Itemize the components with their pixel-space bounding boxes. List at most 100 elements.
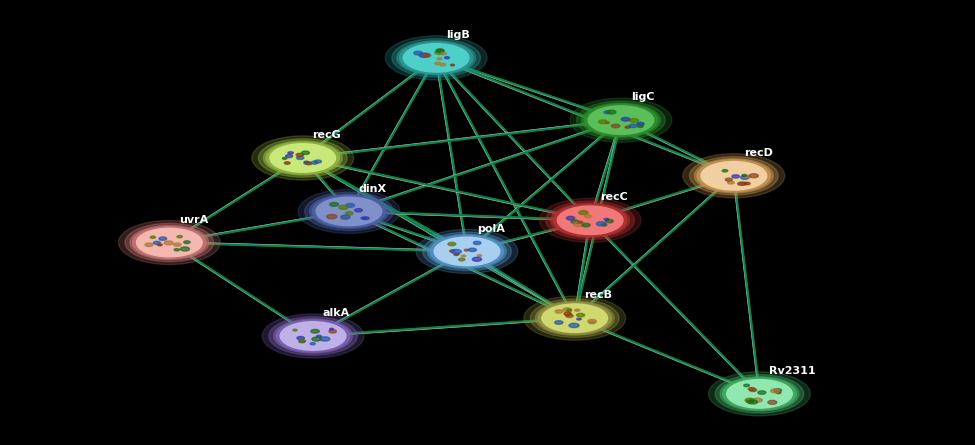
Circle shape [469, 248, 477, 251]
Circle shape [304, 161, 308, 163]
Circle shape [621, 117, 630, 121]
Circle shape [768, 400, 777, 404]
Circle shape [392, 39, 481, 77]
Circle shape [564, 312, 571, 316]
Circle shape [436, 49, 444, 52]
Circle shape [589, 321, 596, 324]
Circle shape [445, 57, 449, 59]
Circle shape [157, 244, 162, 246]
Circle shape [298, 340, 305, 343]
Circle shape [776, 392, 781, 394]
Circle shape [727, 181, 734, 184]
Circle shape [441, 53, 447, 55]
Circle shape [637, 122, 643, 125]
Circle shape [422, 232, 511, 271]
Circle shape [473, 241, 481, 245]
Text: recB: recB [585, 291, 612, 300]
Circle shape [585, 215, 592, 218]
Circle shape [363, 217, 370, 220]
Circle shape [464, 249, 469, 251]
Circle shape [385, 36, 488, 80]
Circle shape [180, 247, 189, 251]
Circle shape [538, 302, 611, 334]
Circle shape [581, 103, 660, 137]
Circle shape [312, 337, 321, 341]
Circle shape [554, 204, 627, 236]
Circle shape [330, 202, 338, 206]
Circle shape [570, 98, 672, 142]
Circle shape [340, 215, 350, 219]
Circle shape [164, 241, 174, 245]
Circle shape [301, 151, 309, 154]
Circle shape [136, 228, 202, 257]
Circle shape [397, 41, 476, 75]
Circle shape [682, 154, 785, 198]
Circle shape [355, 209, 363, 212]
Circle shape [746, 400, 754, 403]
Circle shape [304, 192, 393, 231]
Text: uvrA: uvrA [179, 215, 209, 225]
Circle shape [629, 124, 637, 128]
Circle shape [311, 329, 320, 333]
Circle shape [737, 182, 745, 185]
Circle shape [262, 314, 364, 358]
Circle shape [312, 195, 386, 227]
Circle shape [721, 377, 799, 411]
Circle shape [404, 44, 469, 72]
Circle shape [270, 144, 335, 172]
Circle shape [292, 329, 297, 331]
Circle shape [535, 301, 614, 335]
Text: recG: recG [313, 130, 341, 140]
Circle shape [125, 223, 214, 262]
Circle shape [315, 160, 322, 163]
Circle shape [183, 241, 190, 243]
Circle shape [269, 317, 358, 355]
Circle shape [741, 176, 749, 179]
Circle shape [299, 340, 305, 342]
Circle shape [461, 255, 466, 257]
Circle shape [330, 328, 333, 330]
Circle shape [584, 104, 658, 136]
Circle shape [413, 51, 422, 55]
Circle shape [637, 122, 644, 125]
Circle shape [577, 221, 583, 223]
Circle shape [130, 226, 209, 259]
Circle shape [602, 224, 606, 226]
Circle shape [726, 380, 793, 408]
Circle shape [732, 175, 739, 178]
Circle shape [310, 343, 315, 345]
Circle shape [448, 243, 455, 246]
Circle shape [709, 372, 810, 416]
Circle shape [285, 162, 291, 164]
Circle shape [604, 218, 608, 220]
Circle shape [451, 250, 461, 254]
Circle shape [455, 253, 459, 255]
Circle shape [722, 170, 727, 172]
Circle shape [437, 49, 445, 53]
Circle shape [327, 214, 336, 219]
Text: dinX: dinX [359, 184, 387, 194]
Circle shape [449, 250, 455, 252]
Circle shape [630, 118, 639, 122]
Circle shape [604, 122, 609, 124]
Circle shape [773, 388, 782, 392]
Circle shape [430, 235, 504, 267]
Text: polA: polA [477, 224, 505, 234]
Circle shape [637, 125, 644, 127]
Circle shape [744, 384, 750, 387]
Circle shape [266, 142, 339, 174]
Circle shape [555, 321, 563, 324]
Circle shape [750, 174, 759, 178]
Circle shape [749, 388, 755, 390]
Circle shape [454, 254, 458, 255]
Circle shape [576, 313, 585, 317]
Circle shape [435, 62, 441, 65]
Circle shape [329, 330, 336, 333]
Circle shape [597, 222, 606, 226]
Circle shape [689, 157, 778, 195]
Circle shape [477, 255, 482, 256]
Circle shape [298, 189, 400, 234]
Circle shape [153, 241, 161, 244]
Circle shape [697, 160, 770, 192]
Circle shape [419, 53, 429, 57]
